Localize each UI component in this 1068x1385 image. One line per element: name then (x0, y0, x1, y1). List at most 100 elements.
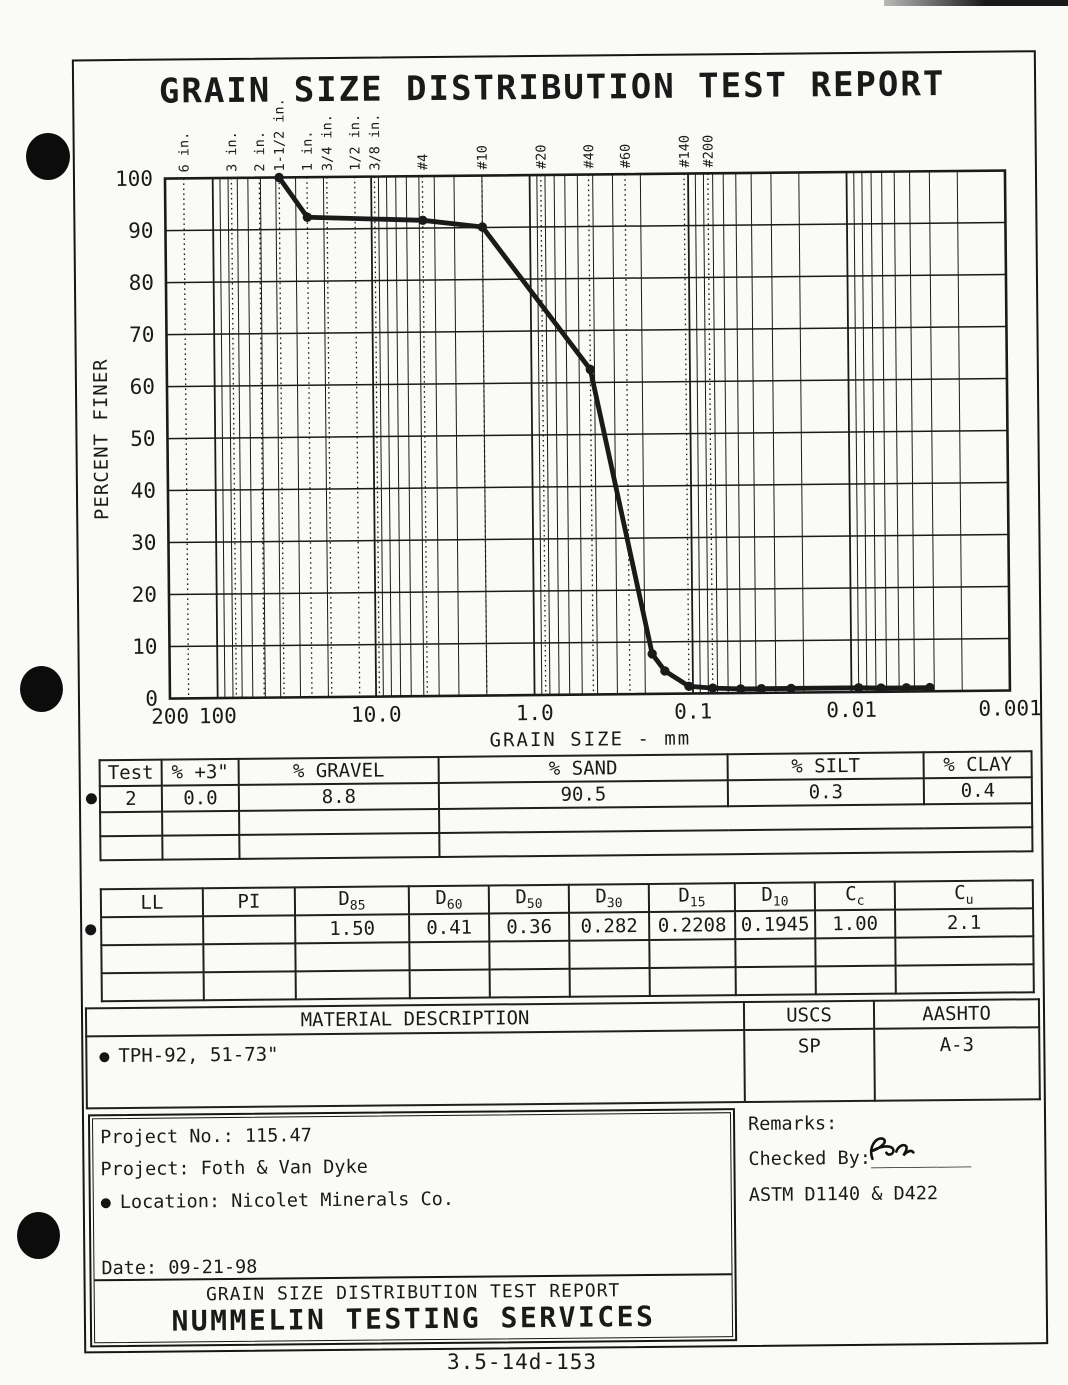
x-tick-label: 10.0 (351, 702, 402, 726)
sieve-lines: 6 in. 3 in. 2 in. 1-1/2 in. 1 in. 3/4 in. 1/2 … (176, 98, 717, 699)
cell (815, 965, 896, 995)
column-header: USCS (743, 1000, 875, 1031)
cell: 0.3 (727, 778, 925, 807)
titleblock-company: NUMMELIN TESTING SERVICES (171, 1299, 656, 1338)
sieve-label: #20 (533, 144, 549, 169)
column-header: % GRAVEL (238, 756, 439, 785)
chart-grid (165, 170, 1010, 699)
data-point (786, 683, 796, 694)
cell: 0.36 (489, 912, 570, 942)
gradation-curve (276, 175, 933, 692)
cell: 0.4 (923, 777, 1033, 805)
project-box-inner: Project No.: 115.47 Project: Foth & Van … (91, 1112, 734, 1344)
column-header: Test (99, 759, 162, 787)
data-point (853, 683, 864, 693)
data-point (647, 649, 657, 659)
cell (239, 808, 440, 835)
signature-scrawl (869, 1137, 915, 1161)
sieve-label: #200 (700, 135, 716, 168)
sieve-label: 1 in. (300, 130, 316, 171)
cell: 0.1945 (735, 910, 816, 940)
sieve-label: 6 in. (176, 132, 192, 173)
column-header: Cu (894, 880, 1034, 910)
column-header: D10 (734, 882, 816, 912)
column-header: D15 (648, 883, 736, 912)
x-tick-label: 0.1 (674, 699, 712, 723)
data-point (418, 215, 428, 226)
y-tick-label: 50 (130, 427, 156, 451)
sieve-label: 3/4 in. (319, 114, 336, 171)
cell (100, 835, 163, 861)
cell (649, 967, 736, 996)
cell (569, 967, 650, 997)
cell: 1.50 (295, 914, 410, 944)
hole-punch (20, 666, 63, 712)
cell: 0.41 (409, 913, 490, 943)
cell: 90.5 (438, 780, 729, 809)
y-tick-label: 70 (129, 323, 155, 347)
sieve-label: #10 (475, 145, 491, 170)
cell (895, 964, 1034, 994)
y-tick-label: 100 (115, 167, 153, 191)
column-header: D60 (408, 885, 490, 915)
cell (203, 915, 296, 945)
date-line: Date: 09-21-98 (101, 1256, 258, 1280)
sieve-label: #60 (618, 144, 634, 169)
data-point (477, 222, 488, 232)
data-point (302, 212, 313, 222)
project-no-line: Project No.: 115.47 (100, 1125, 312, 1149)
data-point (901, 683, 912, 693)
x-tick-label: 0.01 (826, 698, 877, 722)
column-header: D85 (294, 886, 410, 916)
column-header: Cc (814, 881, 896, 911)
sieve-label: 2 in. (252, 131, 268, 172)
cell (162, 834, 240, 860)
cell (203, 943, 296, 973)
x-tick-label: 0.001 (978, 696, 1041, 721)
data-point (585, 364, 596, 375)
cell (100, 811, 163, 837)
y-tick-label: 40 (131, 479, 157, 503)
column-header: D30 (568, 883, 650, 913)
row-bullet (100, 1198, 111, 1209)
hole-punch (26, 133, 70, 180)
checked-by-line: Checked By:_________ (748, 1147, 971, 1170)
x-tick-label: 100 (199, 704, 237, 728)
cell (735, 938, 816, 968)
cell (162, 810, 240, 836)
cell: 8.8 (238, 782, 440, 811)
cell (815, 937, 896, 967)
footer-code: 3.5-14d-153 (446, 1350, 598, 1374)
y-tick-label: 60 (130, 375, 156, 399)
column-header: D50 (488, 884, 570, 914)
material-table: MATERIAL DESCRIPTION USCS AASHTO TPH-92, 51… (85, 998, 1041, 1109)
column-header: % +3" (161, 758, 239, 786)
cell (203, 971, 296, 1001)
x-tick-label: 200 (151, 704, 189, 728)
data-point (274, 172, 284, 183)
data-point (684, 681, 694, 691)
cell (239, 832, 440, 859)
indices-table: LL PI D85 D60 D50 D30 D15 D10 Cc Cu 1.50 0.41 0.36 0.… (100, 879, 1035, 1002)
cell: 2 (99, 785, 163, 813)
data-point (756, 684, 767, 694)
row-bullet (99, 1051, 110, 1062)
data-point (925, 682, 935, 693)
cell (101, 944, 204, 974)
sieve-label: 1/2 in. (347, 114, 364, 171)
aashto-cell: A-3 (874, 1027, 1040, 1101)
cell: 2.1 (895, 908, 1034, 938)
location-text: Location: Nicolet Minerals Co. (119, 1188, 455, 1214)
sieve-label: #40 (581, 144, 597, 169)
sieve-label: #140 (677, 135, 693, 168)
cell (409, 941, 490, 971)
project-name-line: Project: Foth & Van Dyke (100, 1156, 368, 1181)
cell (101, 972, 204, 1002)
cell: 0.0 (161, 784, 240, 812)
scan-artifact-bar (884, 0, 1068, 6)
cell (895, 936, 1034, 966)
cell: 0.2208 (649, 911, 736, 940)
row-bullet (85, 924, 97, 936)
cell (649, 939, 736, 968)
